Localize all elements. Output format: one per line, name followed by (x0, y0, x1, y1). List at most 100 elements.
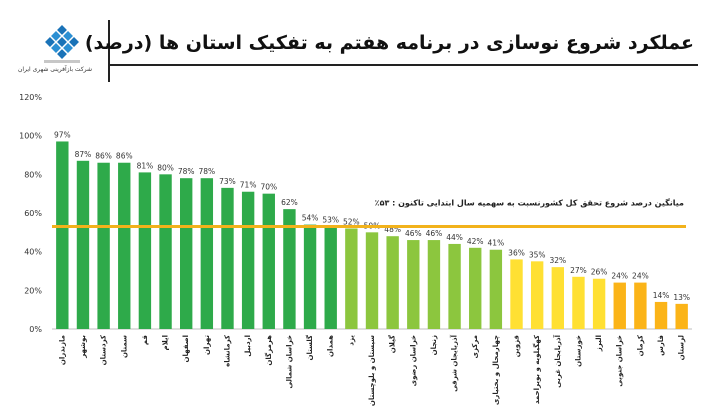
category-label: گیلان (388, 334, 397, 353)
data-label: 78% (178, 167, 195, 176)
header-divider (108, 64, 698, 66)
category-label: سمنان (120, 335, 128, 358)
bar (634, 282, 647, 329)
bar (118, 162, 131, 329)
category-label: آذربایجان شرقی (450, 334, 459, 391)
category-label: خراسان شمالی (285, 335, 293, 389)
bar (180, 178, 193, 329)
category-label: مازندران (58, 335, 66, 365)
bar (510, 259, 523, 329)
category-label: بوشهر (79, 335, 87, 359)
chart-title: عملکرد شروع نوسازی در برنامه هفتم به تفک… (84, 32, 694, 54)
bar (572, 276, 585, 329)
data-label: 70% (260, 183, 277, 192)
y-tick-label: 80% (24, 170, 42, 179)
bar (551, 267, 564, 329)
category-label: فارس (657, 335, 665, 356)
bar (138, 172, 152, 329)
category-label: تهران (203, 335, 211, 355)
data-label: 71% (240, 181, 257, 190)
data-label: 13% (673, 293, 690, 302)
data-label: 35% (529, 250, 546, 259)
category-label: زنجان (430, 335, 438, 355)
bar (283, 209, 296, 329)
data-label: 48% (384, 225, 401, 234)
data-label: 26% (591, 268, 608, 277)
bar (386, 236, 399, 329)
data-label: 36% (508, 248, 525, 257)
data-label: 24% (632, 272, 649, 281)
y-tick-label: 40% (24, 248, 42, 257)
data-label: 97% (54, 130, 71, 139)
category-label: کرمانشاه (223, 334, 231, 367)
bar (56, 141, 69, 329)
data-label: 81% (137, 161, 154, 170)
bar (675, 303, 688, 329)
average-label: میانگین درصد شروع تحقق کل کشورنسبت به سه… (375, 198, 684, 208)
bar (159, 174, 172, 329)
y-tick-label: 100% (19, 132, 42, 141)
data-label: 86% (116, 152, 133, 161)
data-label: 44% (446, 233, 463, 242)
bar (221, 187, 234, 329)
category-label: کردستان (100, 334, 108, 365)
bar (200, 178, 214, 329)
category-label: آذربایجان غربی (553, 334, 562, 387)
category-label: خراسان جنوبی (616, 335, 624, 387)
data-label: 87% (75, 150, 92, 159)
bar (407, 240, 420, 329)
category-label: ایلام (162, 335, 170, 350)
data-label: 54% (302, 214, 319, 223)
bar (469, 247, 482, 329)
bar (489, 249, 503, 329)
data-label: 46% (405, 229, 422, 238)
bar (365, 232, 379, 329)
y-tick-label: 120% (19, 93, 42, 102)
category-label: سیستان و بلوچستان (368, 335, 376, 406)
category-label: مرکزی (471, 335, 479, 359)
data-label: 24% (611, 272, 628, 281)
data-label: 46% (426, 229, 443, 238)
bar (97, 162, 110, 329)
category-label: کرمان (636, 334, 644, 356)
data-label: 27% (570, 266, 587, 275)
category-label: البرز (595, 335, 603, 352)
y-tick-label: 0% (29, 325, 42, 334)
data-label: 62% (281, 198, 298, 207)
category-label: کهگیلویه و بویراحمد (532, 334, 541, 404)
category-label: همدان (327, 335, 335, 357)
bar (345, 228, 358, 329)
y-tick-label: 20% (24, 286, 42, 295)
data-label: 42% (467, 237, 484, 246)
y-tick-label: 60% (24, 209, 42, 218)
chart-area: 0% 20% 40% 60% 80% 100% 120% 97% مازندران 87% بوشه… (19, 93, 692, 406)
header: شرکت بازآفرینی شهری ایران عملکرد شروع نو… (0, 0, 722, 88)
category-label: هرمزگان (264, 335, 273, 366)
category-label: قزوین (513, 335, 521, 358)
data-label: 78% (199, 167, 216, 176)
category-label: یزد (347, 335, 355, 346)
bar (530, 261, 544, 329)
bar (613, 282, 626, 329)
bar (592, 278, 606, 329)
data-label: 53% (322, 216, 339, 225)
bar (324, 226, 337, 329)
data-label: 86% (95, 152, 112, 161)
logo-text: شرکت بازآفرینی شهری ایران (17, 66, 93, 73)
bar (76, 160, 90, 329)
data-label: 73% (219, 177, 236, 186)
bar (448, 243, 461, 329)
header-divider-vertical (108, 20, 110, 82)
bar (262, 193, 275, 329)
category-label: خوزستان (574, 335, 582, 367)
category-label: اصفهان (182, 335, 190, 362)
category-label: خراسان رضوی (409, 335, 417, 386)
category-label: قم (141, 335, 149, 345)
bar (241, 191, 255, 329)
data-label: 41% (488, 239, 505, 248)
data-label: 52% (343, 217, 360, 226)
category-label: گلستان (305, 334, 314, 360)
data-label: 14% (653, 291, 670, 300)
bar (427, 240, 441, 329)
bar (303, 224, 317, 329)
